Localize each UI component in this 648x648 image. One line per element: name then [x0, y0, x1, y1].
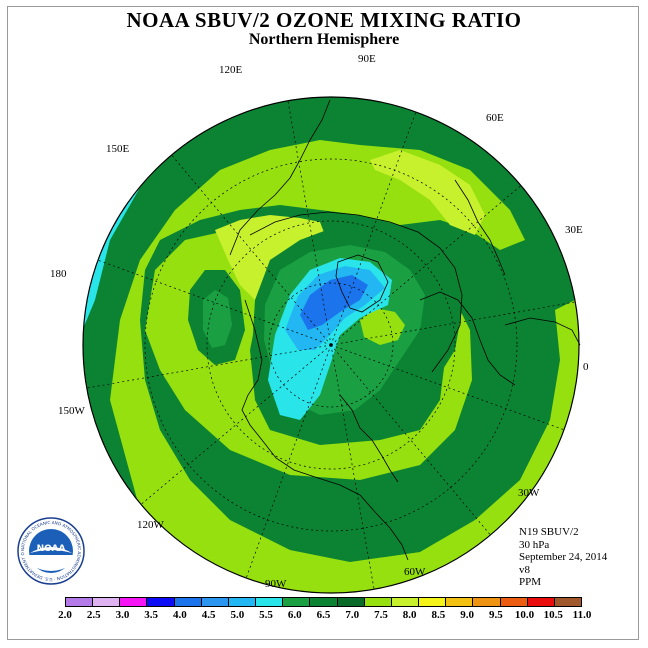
- latitude-circle-30: [144, 158, 518, 532]
- colorbar-segment: [228, 598, 257, 606]
- colorbar-segment: [283, 598, 311, 606]
- longitude-label-120w: 120W: [137, 519, 164, 531]
- meridian-line: [330, 344, 375, 590]
- meridian-line: [140, 344, 332, 505]
- longitude-label-90e: 90E: [358, 53, 376, 65]
- colorbar-tick-label: 6.0: [287, 609, 302, 621]
- longitude-label-90w: 90W: [265, 578, 287, 590]
- map-subtitle: Northern Hemisphere: [248, 31, 400, 48]
- colorbar-tick-label: 4.5: [201, 609, 216, 621]
- meridian-line: [330, 344, 491, 536]
- coastline-greenland: [335, 254, 389, 313]
- colorbar-segment: [120, 598, 148, 606]
- colorbar-segment: [93, 598, 121, 606]
- colorbar-segment: [500, 598, 528, 606]
- logo-bird-icon: [30, 547, 72, 553]
- logo-lower-white: [29, 555, 73, 571]
- colorbar-segment: [174, 598, 202, 606]
- colorbar-tick-label: 9.0: [460, 609, 474, 621]
- colorbar-segment: [147, 598, 175, 606]
- meridian-line: [245, 344, 332, 579]
- product-info: N19 SBUV/2 30 hPa September 24, 2014 v8 …: [519, 526, 607, 589]
- colorbar-tick-label: 2.0: [58, 609, 72, 621]
- latitude-circle-50: [206, 220, 456, 470]
- longitude-label-30e: 30E: [565, 224, 583, 236]
- coastline-africa: [504, 317, 581, 346]
- colorbar-segment: [527, 598, 555, 606]
- meridian-line: [86, 344, 332, 389]
- colorbar-tick-label: 10.0: [514, 609, 535, 621]
- colorbar-tick-label: 3.0: [115, 609, 130, 621]
- colorbar-segment: [256, 598, 284, 606]
- colorbar-tick-label: 5.0: [230, 609, 245, 621]
- colorbar-segment: [201, 598, 229, 606]
- coastline-europe: [419, 291, 516, 386]
- meridian-line: [330, 344, 565, 431]
- colorbar-segment: [310, 598, 338, 606]
- colorbar-segment: [364, 598, 392, 606]
- map-boundary-circle: [82, 96, 580, 594]
- field-light-green-scandinavia: [360, 308, 405, 345]
- meridian-line: [171, 154, 332, 346]
- meridian-line: [330, 185, 522, 346]
- coastline-north-america-east: [339, 394, 399, 483]
- colorbar-ticks: 2.0 2.5 3.0 3.5 4.0 4.5 5.0 5.5 6.0 6.5 7.0 7.5 8.0 8…: [58, 609, 591, 623]
- longitude-label-60w: 60W: [404, 566, 426, 578]
- colorbar-segment: [446, 598, 474, 606]
- longitude-label-150w: 150W: [58, 405, 85, 417]
- map-title: NOAA SBUV/2 OZONE MIXING RATIO: [126, 8, 522, 32]
- colorbar-tick-label: 8.5: [431, 609, 446, 621]
- longitude-label-180: 180: [50, 268, 67, 280]
- coastline-india: [454, 179, 506, 276]
- logo-text: NOAA: [37, 544, 66, 554]
- pressure-level-label: 30 hPa: [519, 538, 550, 551]
- coastline-asia-east: [229, 99, 331, 256]
- instrument-label: N19 SBUV/2: [519, 526, 579, 538]
- coastline-north-america: [241, 299, 409, 561]
- latitude-circle-70: [268, 282, 394, 408]
- colorbar-tick-label: 5.5: [259, 609, 273, 621]
- coastline-eurasia: [249, 211, 463, 373]
- field-outer-dark-band: [95, 97, 250, 330]
- field-mid-green-blob-pacific: [203, 290, 232, 348]
- field-polar-blue: [300, 275, 368, 330]
- colorbar-tick-label: 7.5: [374, 609, 388, 621]
- meridian-lines: [86, 100, 576, 590]
- colorbar: [65, 597, 582, 607]
- longitude-label-30w: 30W: [518, 487, 540, 499]
- longitude-label-0: 0: [583, 361, 589, 373]
- longitude-label-150e: 150E: [106, 143, 130, 155]
- version-label: v8: [519, 563, 530, 576]
- longitude-label-120e: 120E: [219, 64, 243, 76]
- units-label: PPM: [519, 576, 542, 588]
- colorbar-tick-label: 6.5: [316, 609, 331, 621]
- coastlines: [229, 99, 581, 561]
- colorbar-segment: [391, 598, 420, 606]
- colorbar-tick-label: 11.0: [572, 609, 592, 621]
- noaa-logo: NATIONAL OCEANIC AND ATMOSPHERIC ADMINIS…: [17, 517, 85, 585]
- colorbar-tick-label: 7.0: [345, 609, 360, 621]
- meridian-line: [97, 259, 332, 346]
- colorbar-tick-label: 8.0: [402, 609, 417, 621]
- colorbar-segment: [337, 598, 365, 606]
- colorbar-tick-label: 2.5: [86, 609, 101, 621]
- field-yellow-green-europe: [370, 150, 485, 235]
- graticule: [86, 100, 576, 590]
- date-label: September 24, 2014: [519, 551, 608, 563]
- longitude-label-60e: 60E: [486, 112, 504, 124]
- meridian-line: [330, 111, 417, 346]
- colorbar-tick-label: 9.5: [488, 609, 503, 621]
- colorbar-tick-label: 4.0: [173, 609, 187, 621]
- meridian-line: [330, 301, 576, 346]
- colorbar-segment: [419, 598, 447, 606]
- colorbar-tick-label: 3.5: [144, 609, 159, 621]
- colorbar-segment: [554, 598, 581, 606]
- meridian-line: [287, 100, 332, 346]
- colorbar-segment: [473, 598, 501, 606]
- colorbar-segment: [66, 598, 94, 606]
- colorbar-tick-label: 10.5: [543, 609, 563, 621]
- figure-frame: [7, 6, 639, 640]
- field-yellow-green-pacific: [215, 215, 325, 300]
